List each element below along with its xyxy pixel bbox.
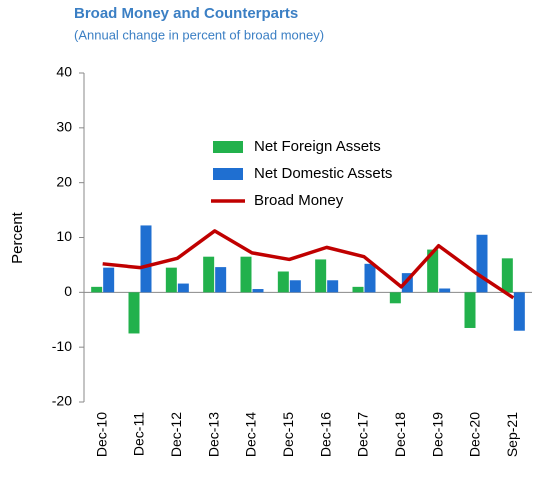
x-tick-label: Dec-18 xyxy=(392,412,408,457)
x-tick-label: Dec-20 xyxy=(467,412,483,457)
x-tick-label: Dec-15 xyxy=(280,412,296,457)
bar xyxy=(91,286,103,293)
y-tick-label: 30 xyxy=(56,119,72,135)
bar xyxy=(177,283,189,293)
bar xyxy=(315,259,327,293)
bar xyxy=(439,288,451,293)
x-tick-label: Dec-17 xyxy=(355,412,371,457)
x-tick-label: Dec-11 xyxy=(131,412,147,456)
legend-swatch xyxy=(213,168,243,180)
bar xyxy=(128,292,140,334)
bar xyxy=(464,292,476,328)
bar xyxy=(476,234,488,293)
bar xyxy=(252,289,264,293)
chart-subtitle: (Annual change in percent of broad money… xyxy=(74,27,324,42)
x-tick-label: Dec-13 xyxy=(205,412,221,457)
bar xyxy=(240,256,252,293)
legend-swatch xyxy=(213,141,243,153)
line xyxy=(102,229,515,300)
bar xyxy=(103,267,115,293)
chart-title: Broad Money and Counterparts xyxy=(74,5,298,22)
bar xyxy=(364,263,376,293)
x-tick-label: Dec-16 xyxy=(317,412,333,457)
bar xyxy=(327,280,339,293)
bar xyxy=(427,249,439,293)
bar xyxy=(289,280,301,293)
bar xyxy=(352,286,364,293)
y-tick-label: 40 xyxy=(56,64,72,80)
legend-label: Net Domestic Assets xyxy=(254,165,392,182)
x-tick-label: Dec-10 xyxy=(93,412,109,457)
x-tick-label: Dec-19 xyxy=(429,412,445,457)
bar xyxy=(389,292,401,304)
bar xyxy=(203,256,215,293)
x-tick-label: Dec-14 xyxy=(243,412,259,457)
y-axis-label: Percent xyxy=(9,211,26,264)
bar xyxy=(140,225,152,293)
legend-label: Broad Money xyxy=(254,192,344,209)
x-tick-label: Dec-12 xyxy=(168,412,184,457)
y-tick-label: -20 xyxy=(52,393,72,409)
bar xyxy=(215,267,227,293)
bar xyxy=(501,258,513,293)
y-tick-label: 20 xyxy=(56,173,72,189)
y-tick-label: -10 xyxy=(52,338,72,354)
bar xyxy=(165,267,177,293)
y-tick-label: 10 xyxy=(56,228,72,244)
legend-label: Net Foreign Assets xyxy=(254,138,381,155)
bar xyxy=(277,271,289,293)
x-tick-label: Sep-21 xyxy=(504,412,520,457)
bar xyxy=(513,292,525,331)
y-tick-label: 0 xyxy=(64,283,72,299)
